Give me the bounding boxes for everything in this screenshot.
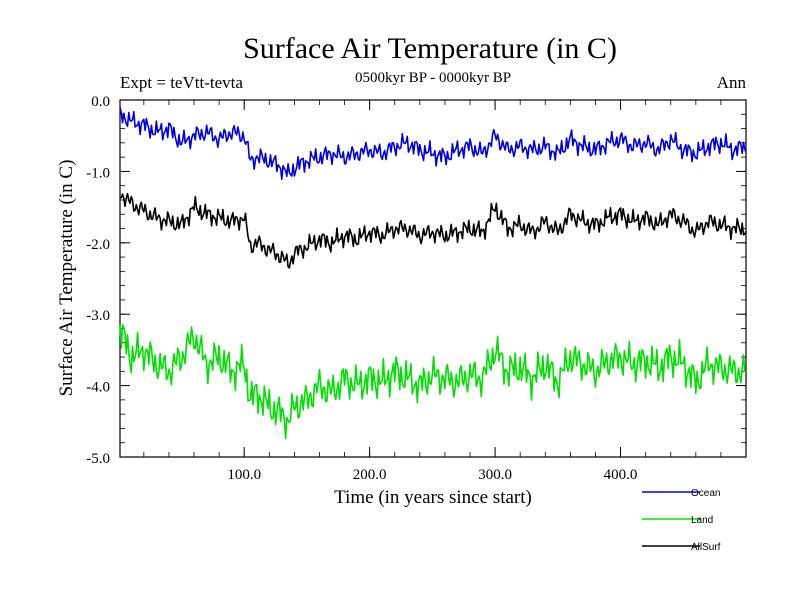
y-tick-label: -2.0	[86, 237, 110, 253]
series-line-land	[119, 324, 747, 440]
series-line-ocean	[119, 107, 747, 180]
x-tick-label: 100.0	[227, 467, 261, 483]
period-label: Ann	[717, 73, 747, 92]
y-tick-label: -4.0	[86, 380, 110, 396]
y-tick-label: 0.0	[91, 94, 110, 110]
x-tick-label: 200.0	[353, 467, 387, 483]
x-axis-label: Time (in years since start)	[334, 487, 532, 508]
legend-label-allsurf: AllSurf	[691, 542, 721, 553]
y-tick-labels: 0.0 -1.0 -2.0 -3.0 -4.0 -5.0	[86, 94, 110, 467]
experiment-label: Expt = teVtt-tevta	[120, 73, 243, 92]
x-tick-label: 300.0	[478, 467, 512, 483]
series-lines	[119, 107, 747, 440]
chart-subtitle: 0500kyr BP - 0000kyr BP	[355, 70, 511, 86]
y-axis-label: Surface Air Temperature (in C)	[56, 160, 77, 397]
series-line-allsurf	[119, 192, 747, 269]
y-tick-label: -5.0	[86, 451, 110, 467]
y-tick-label: -1.0	[86, 165, 110, 181]
x-tick-label: 400.0	[604, 467, 638, 483]
axis-ticks	[120, 99, 746, 458]
legend-label-ocean: Ocean	[691, 488, 720, 499]
chart-title: Surface Air Temperature (in C)	[243, 32, 617, 65]
legend: Ocean Land AllSurf	[642, 488, 721, 553]
x-tick-labels: 100.0 200.0 300.0 400.0	[227, 467, 637, 483]
plot-frame	[119, 99, 747, 458]
legend-label-land: Land	[691, 515, 713, 526]
y-tick-label: -3.0	[86, 308, 110, 324]
